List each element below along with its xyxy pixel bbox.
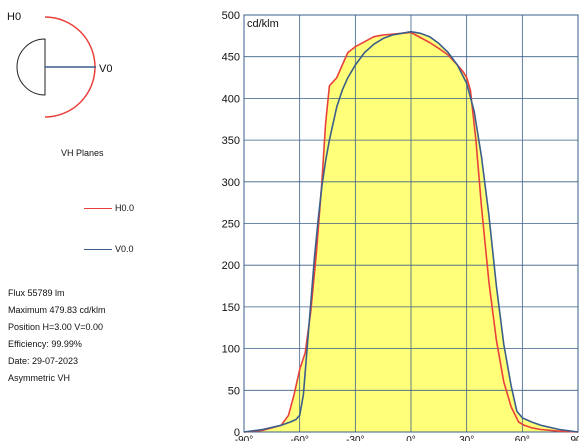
x-tick-label: 90° xyxy=(570,435,579,441)
legend-swatch-v xyxy=(84,249,112,250)
x-tick-label: -90° xyxy=(235,435,253,441)
y-tick-label: 200 xyxy=(222,260,240,272)
legend-label-v: V0.0 xyxy=(115,244,134,254)
y-tick-label: 450 xyxy=(222,52,240,64)
x-tick-label: 30° xyxy=(459,435,474,441)
y-tick-label: 150 xyxy=(222,302,240,314)
plot-frame xyxy=(243,14,579,433)
y-tick-label: 50 xyxy=(228,385,240,397)
x-tick-label: 60° xyxy=(515,435,530,441)
y-tick-label: 100 xyxy=(222,344,240,356)
y-tick-label: 500 xyxy=(222,10,240,22)
legend-swatch-h xyxy=(84,208,112,209)
info-efficiency: Efficiency: 99.99% xyxy=(8,339,82,349)
series-line-V0.0 xyxy=(243,30,579,433)
info-symmetry: Asymmetric VH xyxy=(8,373,71,383)
v-plane-label: V0 xyxy=(99,63,113,75)
x-tick-label: 0° xyxy=(406,435,416,441)
y-tick-label: 300 xyxy=(222,177,240,189)
luminaire-half-disc xyxy=(16,38,46,96)
y-tick-label: 400 xyxy=(222,93,240,105)
info-date: Date: 29-07-2023 xyxy=(8,356,79,366)
planes-diagram xyxy=(16,16,96,118)
planes-caption: VH Planes xyxy=(61,148,104,158)
h-plane-label: H0 xyxy=(7,11,22,23)
y-tick-label: 350 xyxy=(222,135,240,147)
info-flux: Flux 55789 lm xyxy=(8,288,65,298)
y-tick-label: 250 xyxy=(222,219,240,231)
x-tick-label: -60° xyxy=(290,435,308,441)
x-tick-label: -30° xyxy=(346,435,364,441)
info-maximum: Maximum 479.83 cd/klm xyxy=(8,305,106,315)
y-tick-label: 0 xyxy=(234,427,240,439)
unit-label: cd/klm xyxy=(247,18,279,30)
legend-label-h: H0.0 xyxy=(115,203,135,213)
info-position: Position H=3.00 V=0.00 xyxy=(8,322,104,332)
